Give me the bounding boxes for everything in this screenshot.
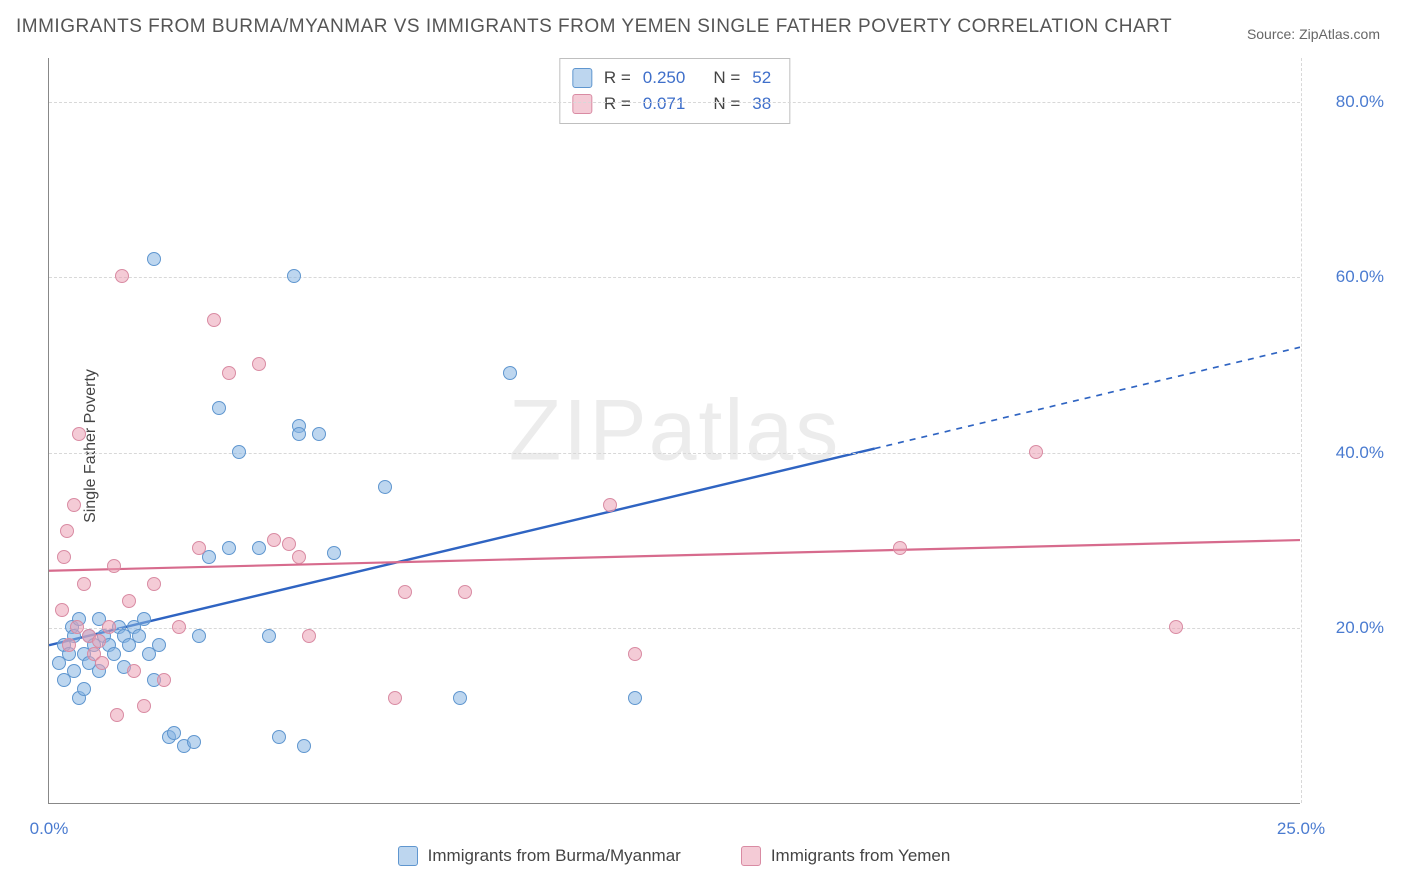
swatch-series-0: [572, 68, 592, 88]
data-point: [187, 735, 201, 749]
data-point: [77, 682, 91, 696]
stats-legend: R = 0.250 N = 52 R = 0.071 N = 38: [559, 58, 790, 124]
data-point: [378, 480, 392, 494]
data-point: [70, 620, 84, 634]
data-point: [1029, 445, 1043, 459]
data-point: [252, 357, 266, 371]
data-point: [287, 269, 301, 283]
stat-R-1: 0.071: [643, 94, 686, 114]
data-point: [95, 656, 109, 670]
source-credit: Source: ZipAtlas.com: [1247, 26, 1380, 42]
data-point: [503, 366, 517, 380]
data-point: [292, 550, 306, 564]
stat-R-label: R =: [604, 68, 631, 88]
plot-area: ZIPatlas R = 0.250 N = 52 R = 0.071 N = …: [48, 58, 1300, 804]
data-point: [147, 577, 161, 591]
watermark: ZIPatlas: [509, 381, 840, 480]
data-point: [212, 401, 226, 415]
data-point: [172, 620, 186, 634]
data-point: [232, 445, 246, 459]
data-point: [302, 629, 316, 643]
gridline-y: [49, 277, 1300, 278]
data-point: [137, 612, 151, 626]
data-point: [132, 629, 146, 643]
data-point: [67, 664, 81, 678]
data-point: [107, 647, 121, 661]
legend-item-1: Immigrants from Yemen: [741, 846, 951, 866]
data-point: [102, 620, 116, 634]
data-point: [107, 559, 121, 573]
stat-N-1: 38: [752, 94, 771, 114]
data-point: [192, 629, 206, 643]
data-point: [167, 726, 181, 740]
data-point: [398, 585, 412, 599]
data-point: [1169, 620, 1183, 634]
xtick-label: 0.0%: [30, 819, 69, 839]
stat-N-0: 52: [752, 68, 771, 88]
data-point: [192, 541, 206, 555]
data-point: [92, 634, 106, 648]
chart-title: IMMIGRANTS FROM BURMA/MYANMAR VS IMMIGRA…: [16, 16, 1172, 38]
swatch-series-1: [572, 94, 592, 114]
swatch-series-0: [398, 846, 418, 866]
data-point: [127, 664, 141, 678]
data-point: [72, 427, 86, 441]
data-point: [115, 269, 129, 283]
legend-item-0: Immigrants from Burma/Myanmar: [398, 846, 681, 866]
data-point: [628, 691, 642, 705]
data-point: [292, 427, 306, 441]
legend-label-0: Immigrants from Burma/Myanmar: [428, 846, 681, 866]
data-point: [458, 585, 472, 599]
stat-N-label: N =: [713, 68, 740, 88]
data-point: [327, 546, 341, 560]
data-point: [60, 524, 74, 538]
data-point: [282, 537, 296, 551]
gridline-y: [49, 628, 1300, 629]
data-point: [57, 550, 71, 564]
data-point: [252, 541, 266, 555]
data-point: [262, 629, 276, 643]
data-point: [207, 313, 221, 327]
ytick-label: 60.0%: [1336, 267, 1384, 287]
ytick-label: 40.0%: [1336, 443, 1384, 463]
legend-label-1: Immigrants from Yemen: [771, 846, 951, 866]
data-point: [603, 498, 617, 512]
data-point: [453, 691, 467, 705]
stat-R-0: 0.250: [643, 68, 686, 88]
data-point: [147, 252, 161, 266]
data-point: [77, 577, 91, 591]
data-point: [137, 699, 151, 713]
data-point: [67, 498, 81, 512]
data-point: [122, 594, 136, 608]
data-point: [893, 541, 907, 555]
stats-row-0: R = 0.250 N = 52: [572, 65, 771, 91]
stats-row-1: R = 0.071 N = 38: [572, 91, 771, 117]
data-point: [157, 673, 171, 687]
data-point: [267, 533, 281, 547]
data-point: [55, 603, 69, 617]
data-point: [222, 366, 236, 380]
gridline-x: [1301, 58, 1302, 803]
data-point: [110, 708, 124, 722]
data-point: [152, 638, 166, 652]
xtick-label: 25.0%: [1277, 819, 1325, 839]
ytick-label: 80.0%: [1336, 92, 1384, 112]
data-point: [297, 739, 311, 753]
bottom-legend: Immigrants from Burma/Myanmar Immigrants…: [48, 846, 1300, 866]
data-point: [388, 691, 402, 705]
ytick-label: 20.0%: [1336, 618, 1384, 638]
data-point: [628, 647, 642, 661]
gridline-y: [49, 102, 1300, 103]
stat-N-label: N =: [713, 94, 740, 114]
swatch-series-1: [741, 846, 761, 866]
data-point: [62, 638, 76, 652]
data-point: [272, 730, 286, 744]
data-point: [222, 541, 236, 555]
data-point: [312, 427, 326, 441]
stat-R-label: R =: [604, 94, 631, 114]
regression-lines: [49, 58, 1300, 803]
